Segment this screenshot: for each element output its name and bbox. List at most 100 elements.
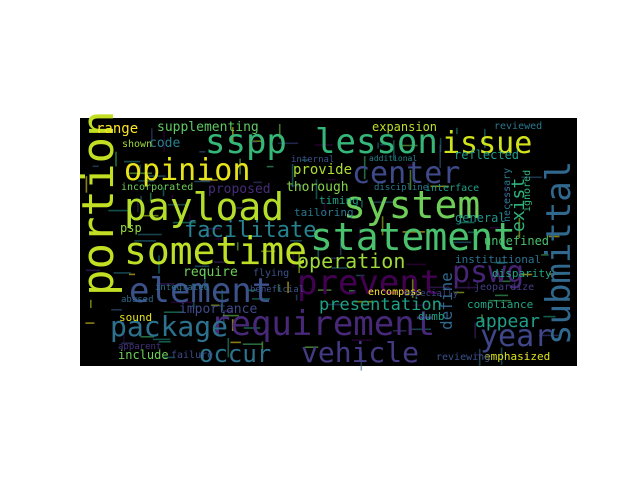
filler-mark <box>164 356 176 359</box>
word-especially: especially <box>404 289 459 299</box>
word-necessary: necessary <box>502 168 513 222</box>
filler-mark <box>223 311 225 330</box>
filler-mark <box>140 336 155 338</box>
word-year: year <box>480 319 552 354</box>
filler-mark <box>124 160 141 163</box>
word-define: define <box>437 272 456 330</box>
small-word-filler <box>85 124 566 371</box>
filler-mark <box>230 341 241 344</box>
filler-mark <box>315 179 318 200</box>
word-reviewing: reviewing <box>436 352 490 363</box>
filler-mark <box>137 233 162 236</box>
filler-mark <box>451 241 472 244</box>
filler-mark <box>352 339 372 341</box>
word-presentation: presentation <box>319 295 442 315</box>
filler-mark <box>413 304 428 306</box>
word-submittal: submittal <box>539 161 579 345</box>
filler-mark <box>525 352 527 360</box>
word-include: include <box>118 348 169 362</box>
filler-mark <box>213 261 233 263</box>
filler-mark <box>295 294 298 301</box>
filler-mark <box>377 142 379 149</box>
word-disparity: disparity <box>492 267 552 280</box>
word-exist: exist <box>508 178 529 232</box>
filler-mark <box>467 281 470 290</box>
filler-mark <box>411 279 414 298</box>
filler-mark <box>203 227 221 230</box>
word-importance: importance <box>179 302 257 317</box>
filler-mark <box>539 334 559 337</box>
filler-mark <box>541 254 549 256</box>
filler-mark <box>361 200 363 208</box>
word-expansion: expansion <box>372 120 437 134</box>
filler-mark <box>459 221 475 224</box>
word-dumb: dumb <box>418 310 445 323</box>
filler-mark <box>549 273 566 275</box>
word-provide: provide <box>293 162 352 178</box>
filler-mark <box>194 180 211 183</box>
filler-mark <box>162 187 165 197</box>
filler-mark <box>478 349 481 366</box>
filler-mark <box>188 214 191 229</box>
filler-mark <box>481 314 483 323</box>
word-apparent: apparent <box>118 342 161 352</box>
word-discipline: discipline <box>374 183 428 193</box>
filler-mark <box>407 164 415 166</box>
filler-mark <box>291 164 294 188</box>
filler-mark <box>236 207 243 209</box>
filler-mark <box>484 128 486 148</box>
word-operation: operation <box>297 249 405 273</box>
filler-mark <box>167 203 189 206</box>
filler-mark <box>170 301 194 304</box>
word-center: center <box>352 156 460 191</box>
filler-mark <box>328 178 336 181</box>
word-interface: interface <box>425 183 479 194</box>
word-payload: payload <box>124 185 284 229</box>
filler-mark <box>95 175 102 178</box>
filler-mark <box>488 299 512 302</box>
word-prevent: prevent <box>297 263 440 303</box>
filler-mark <box>242 343 263 345</box>
word-supplementing: supplementing <box>157 120 259 135</box>
filler-mark <box>211 304 220 307</box>
filler-mark <box>171 243 181 245</box>
word-appear: appear <box>475 311 540 332</box>
filler-mark <box>329 257 340 260</box>
filler-mark <box>474 322 476 339</box>
filler-mark <box>121 342 134 344</box>
filler-mark <box>192 296 195 309</box>
filler-mark <box>298 253 300 273</box>
filler-mark <box>253 181 262 184</box>
filler-mark <box>518 218 521 238</box>
word-abused: abused <box>121 295 154 305</box>
filler-mark <box>163 130 165 152</box>
filler-mark <box>223 310 234 312</box>
filler-mark <box>129 172 152 175</box>
filler-mark <box>85 322 95 324</box>
word-incorporated: incorporated <box>121 182 193 193</box>
word-element: element <box>129 271 272 311</box>
filler-mark <box>261 250 276 253</box>
filler-mark <box>137 200 139 212</box>
filler-mark <box>287 281 289 294</box>
word-flying: flying <box>253 268 289 279</box>
filler-mark <box>290 184 305 187</box>
filler-mark <box>277 284 280 291</box>
filler-mark <box>495 294 509 297</box>
filler-mark <box>490 227 505 229</box>
filler-mark <box>85 269 100 272</box>
filler-mark <box>409 169 412 190</box>
filler-mark <box>360 351 363 371</box>
filler-mark <box>430 185 449 188</box>
filler-mark <box>393 140 395 161</box>
word-sound: sound <box>119 311 152 324</box>
word-require: require <box>183 265 238 280</box>
word-institutional: institutional <box>455 253 541 266</box>
word-encompass: encompass <box>368 287 422 298</box>
filler-mark <box>246 289 257 292</box>
filler-mark <box>85 176 88 193</box>
filler-mark <box>199 151 206 153</box>
filler-mark <box>231 319 234 331</box>
